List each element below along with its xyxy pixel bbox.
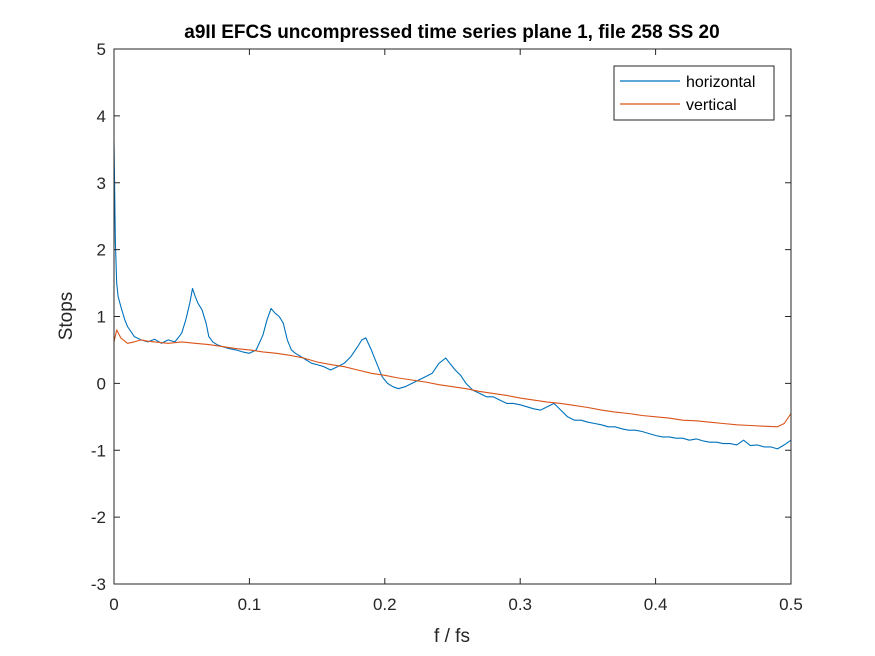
- y-tick-label: 3: [97, 174, 106, 193]
- y-tick-label: -1: [91, 441, 106, 460]
- y-tick-label: 4: [97, 107, 106, 126]
- x-tick-label: 0: [109, 595, 118, 614]
- x-tick-label: 0.5: [779, 595, 803, 614]
- y-tick-label: -3: [91, 575, 106, 594]
- series-line-vertical: [113, 329, 792, 428]
- y-tick-label: 2: [97, 241, 106, 260]
- x-tick-label: 0.2: [373, 595, 397, 614]
- series-layer: [113, 142, 792, 450]
- x-tick-label: 0.4: [644, 595, 668, 614]
- chart-title: a9II EFCS uncompressed time series plane…: [184, 22, 719, 43]
- y-axis-title: Stops: [56, 292, 77, 341]
- x-tick-label: 0.1: [238, 595, 262, 614]
- axes-layer: 0 0.1 0.2 0.3 0.4 0.5 -3 -2 -1 0 1 2 3 4 5: [91, 40, 803, 614]
- series-line-horizontal: [113, 142, 792, 450]
- legend-label-horizontal: horizontal: [686, 74, 755, 91]
- legend: horizontal vertical: [613, 65, 775, 121]
- x-tick-label: 0.3: [508, 595, 532, 614]
- plot-area: [114, 49, 791, 584]
- y-tick-label: 1: [97, 308, 106, 327]
- y-tick-label: 0: [97, 374, 106, 393]
- legend-label-vertical: vertical: [686, 97, 737, 114]
- y-tick-label: 5: [97, 40, 106, 59]
- x-axis-title: f / fs: [434, 626, 470, 647]
- y-tick-label: -2: [91, 508, 106, 527]
- legend-box: [613, 65, 775, 121]
